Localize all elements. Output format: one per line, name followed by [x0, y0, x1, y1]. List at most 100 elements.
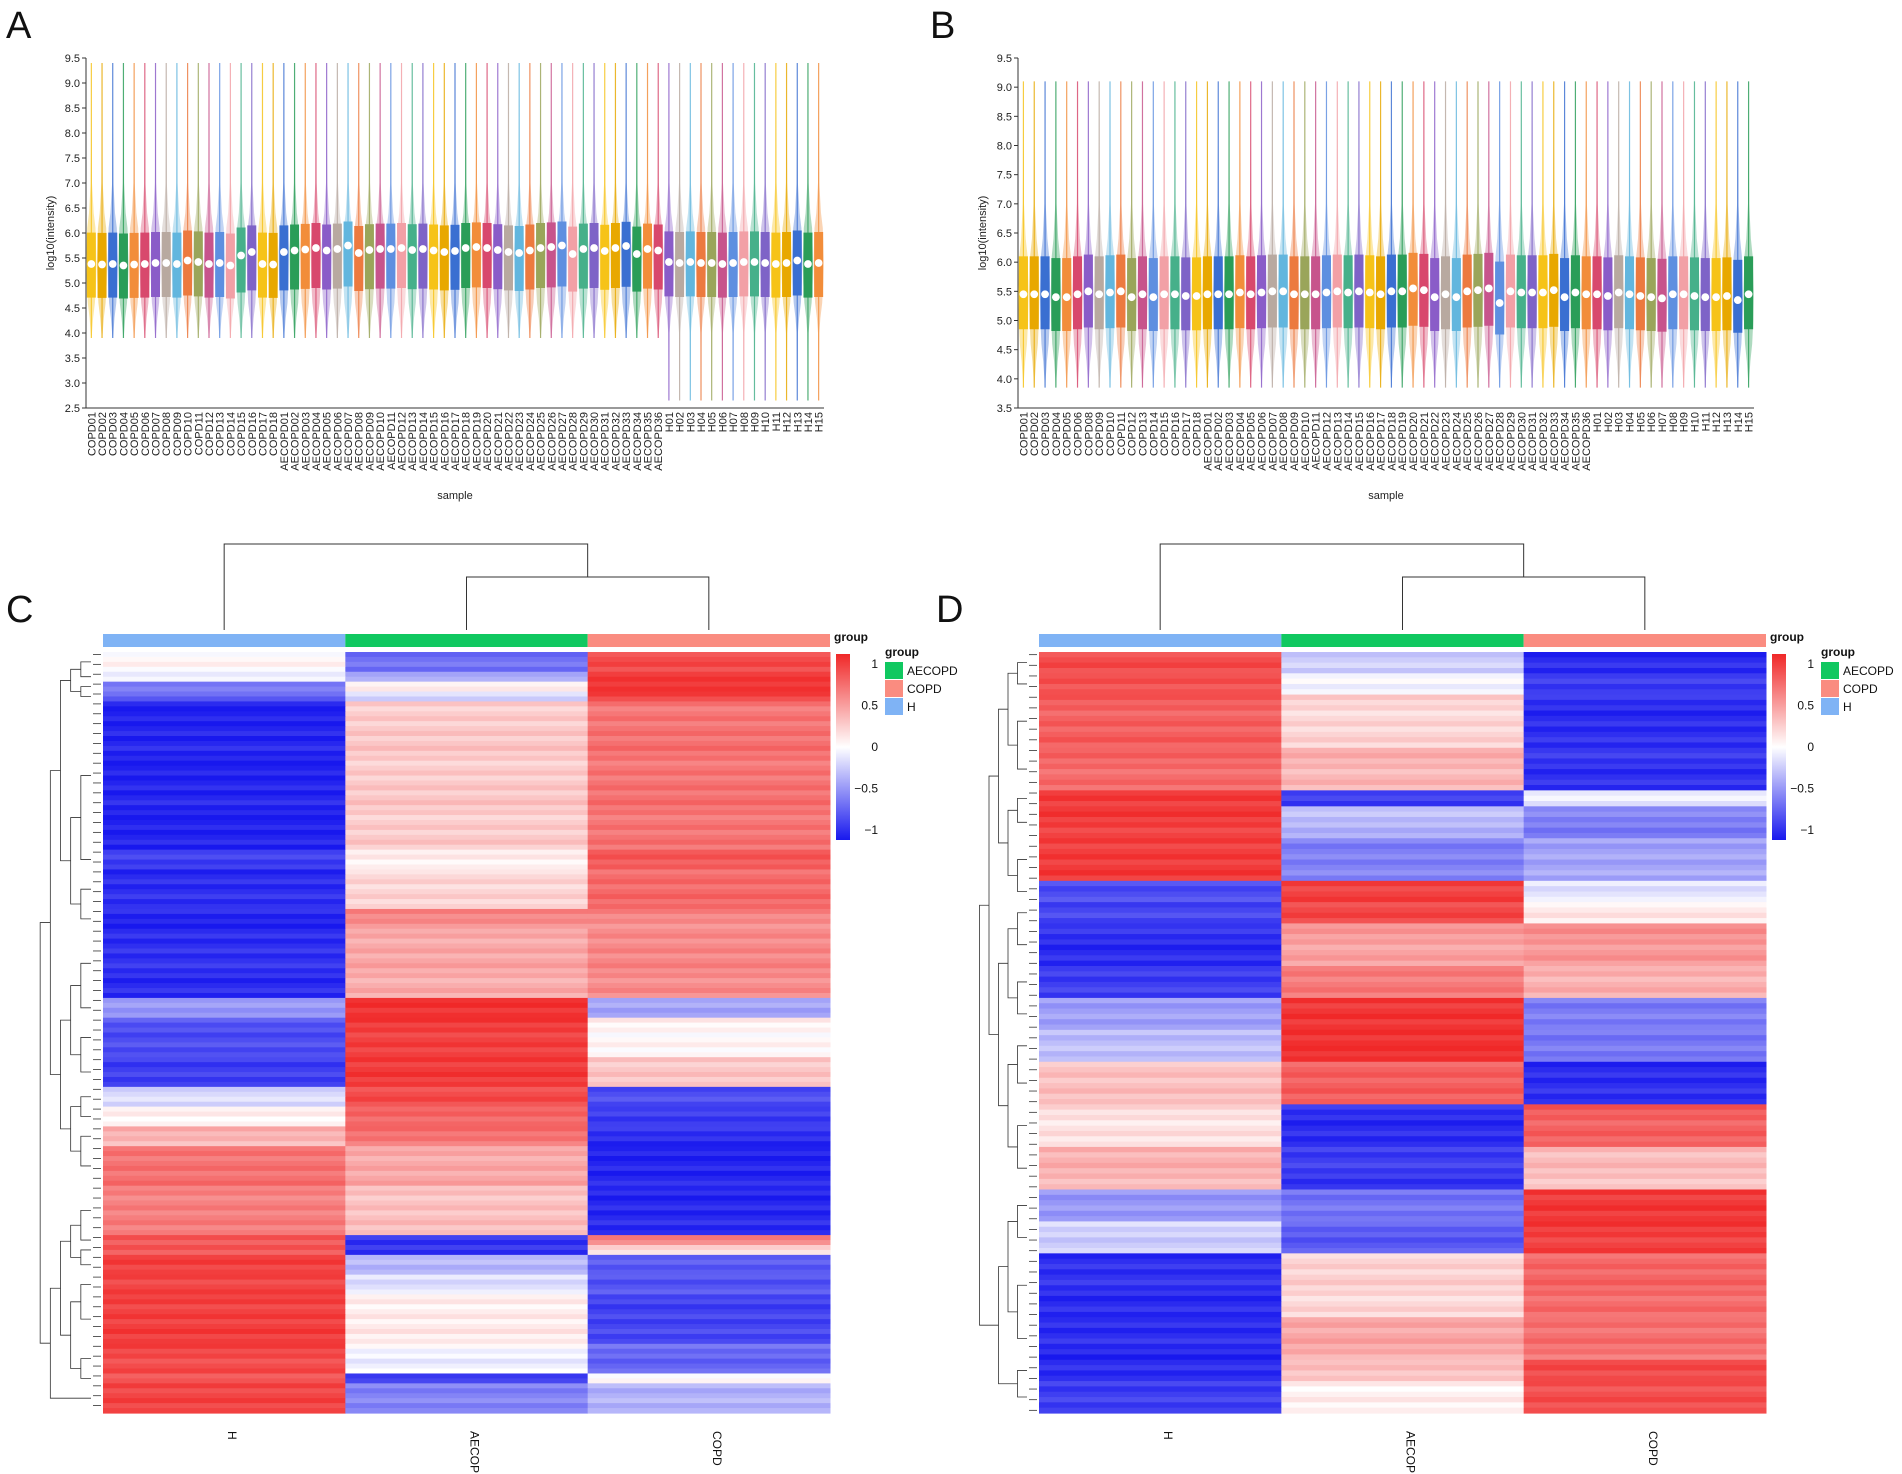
y-tick-label: 6.5 — [65, 203, 80, 215]
heatmap-cell — [1039, 1077, 1282, 1084]
heatmap-cell — [587, 844, 831, 851]
heatmap-cell — [103, 899, 346, 905]
median-point — [205, 260, 213, 268]
heatmap-cell — [1523, 1168, 1767, 1175]
dendro-branch — [1007, 809, 1018, 876]
heatmap-cell — [587, 1244, 831, 1251]
x-tick-label: COPD09 — [172, 412, 184, 456]
panel-letter-b: B — [930, 5, 955, 47]
box-AECOPD13 — [407, 224, 417, 290]
median-point — [1571, 288, 1580, 297]
x-tick-label: AECOPD09 — [1289, 412, 1301, 471]
heatmap-cell — [345, 953, 589, 959]
heatmap-cell — [1523, 843, 1767, 850]
heatmap-cell — [1523, 1162, 1767, 1169]
x-tick-label: H15 — [814, 412, 826, 432]
violin-body — [503, 63, 514, 338]
heatmap-cell — [1523, 822, 1767, 829]
heatmap-cell — [1523, 934, 1767, 940]
median-point — [1062, 293, 1071, 302]
dendro-branch — [60, 1019, 71, 1130]
median-point — [1484, 284, 1493, 293]
violin-body — [1245, 81, 1256, 388]
x-tick-label: AECOPD06 — [1257, 412, 1269, 471]
x-tick-label: AECOPD26 — [546, 412, 558, 471]
violin-body — [599, 63, 610, 338]
median-point — [247, 248, 256, 256]
heatmap-cell — [103, 884, 346, 890]
row-dendrogram — [39, 654, 101, 1406]
median-point — [1322, 288, 1331, 297]
x-tick-label: AECOPD16 — [1365, 412, 1377, 471]
median-point — [1560, 293, 1569, 302]
heatmap-cell — [587, 1254, 831, 1261]
heatmap-cell — [587, 918, 831, 925]
x-tick-label: H02 — [675, 412, 687, 432]
heatmap-cell — [1281, 1003, 1525, 1010]
violin-body — [439, 63, 450, 338]
median-point — [1235, 288, 1244, 297]
heatmap-cell — [1523, 1173, 1767, 1180]
heatmap-cell — [1039, 1269, 1282, 1276]
heatmap-cell — [1039, 864, 1282, 871]
heatmap-cell — [345, 1185, 589, 1192]
x-tick-label: AECOPD26 — [1473, 412, 1485, 471]
heatmap-cell — [587, 1022, 831, 1029]
heatmap-cell — [103, 1101, 346, 1108]
heatmap-cell — [1523, 1088, 1767, 1095]
heatmap-cell — [1281, 1338, 1525, 1345]
x-tick-label: H14 — [1733, 412, 1745, 432]
heatmap-cell — [103, 859, 346, 866]
heatmap-cell — [1039, 886, 1282, 893]
heatmap-cell — [103, 1205, 346, 1211]
heatmap-cell — [1281, 1263, 1525, 1270]
heatmap-cell — [345, 1047, 589, 1053]
box-AECOPD27 — [557, 221, 567, 287]
heatmap-cell — [345, 904, 589, 910]
heatmap-cell — [103, 839, 346, 846]
dendro-branch — [60, 680, 71, 862]
violin-body — [1505, 81, 1516, 388]
violin-body — [1559, 81, 1570, 388]
heatmap-cell — [345, 1249, 589, 1256]
x-tick-label: COPD03 — [1040, 412, 1052, 456]
heatmap-cell — [1281, 721, 1525, 728]
heatmap-cell — [1039, 694, 1282, 701]
dendro-branch — [1007, 672, 1018, 746]
legend-swatch-copd — [885, 680, 903, 697]
median-point — [1030, 290, 1039, 299]
dendro-branch — [1017, 912, 1027, 946]
heatmap-cell — [345, 992, 589, 999]
x-tick-label: COPD06 — [140, 412, 152, 456]
heatmap-cell — [1523, 992, 1767, 999]
heatmap-cell — [1281, 1162, 1525, 1169]
violin-body — [1689, 81, 1700, 388]
heatmap-cell — [1523, 981, 1767, 988]
heatmap-cell — [1523, 1269, 1767, 1276]
column-label-copd: COPD — [710, 1431, 724, 1466]
heatmap-cell — [1039, 1370, 1282, 1377]
x-tick-label: H08 — [1668, 412, 1680, 432]
heatmap-cell — [345, 1309, 589, 1315]
heatmap-cell — [1281, 1402, 1525, 1409]
heatmap-cell — [587, 1398, 831, 1404]
heatmap-cell — [103, 1279, 346, 1286]
heatmap-cell — [1039, 997, 1282, 1004]
heatmap-cell — [1281, 1397, 1525, 1403]
heatmap-cell — [345, 1279, 589, 1286]
heatmap-cell — [103, 1343, 346, 1350]
y-tick-label: 9.0 — [65, 78, 80, 90]
x-tick-label: AECOPD24 — [525, 412, 537, 471]
box-AECOPD35 — [643, 223, 653, 289]
heatmap-cell — [587, 1141, 831, 1147]
heatmap-cell — [345, 810, 589, 816]
x-tick-label: AECOPD29 — [1505, 412, 1517, 471]
heatmap-cell — [587, 1314, 831, 1320]
heatmap-cell — [587, 938, 831, 945]
heatmap-cell — [1039, 923, 1282, 930]
median-point — [354, 249, 363, 257]
heatmap-cell — [345, 1388, 589, 1394]
heatmap-cell — [1039, 1279, 1282, 1286]
x-tick-label: AECOPD02 — [290, 412, 302, 471]
heatmap-cell — [103, 780, 346, 787]
